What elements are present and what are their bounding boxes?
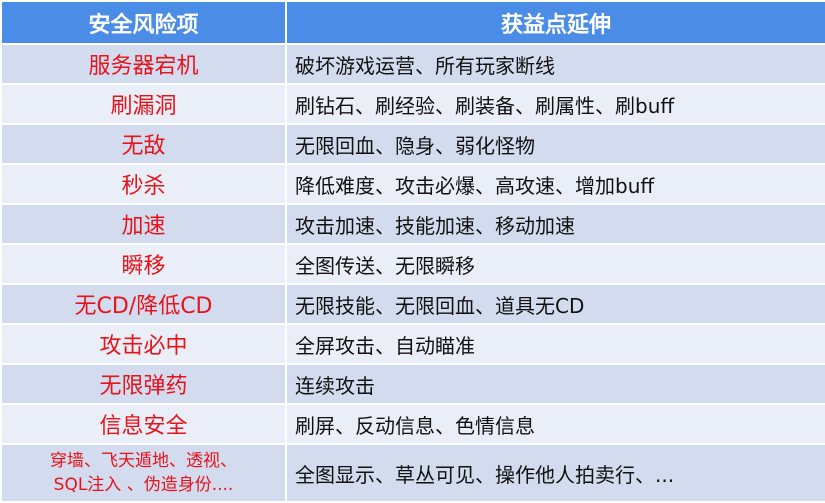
risk-line: 穿墙、飞天遁地、透视、: [50, 451, 237, 471]
risk-cell: 服务器宕机: [0, 43, 287, 85]
header-risk: 安全风险项: [0, 0, 287, 45]
risk-cell: 秒杀: [0, 163, 287, 205]
risk-cell: 穿墙、飞天遁地、透视、 SQL注入 、伪造身份....: [0, 443, 287, 503]
gain-cell: 无限技能、无限回血、道具无CD: [285, 283, 825, 325]
table-row: 无CD/降低CD 无限技能、无限回血、道具无CD: [0, 283, 825, 325]
header-gain: 获益点延伸: [285, 0, 825, 45]
gain-cell: 全屏攻击、自动瞄准: [285, 323, 825, 365]
table-row: 瞬移 全图传送、无限瞬移: [0, 243, 825, 285]
gain-cell: 攻击加速、技能加速、移动加速: [285, 203, 825, 245]
risk-cell: 无限弹药: [0, 363, 287, 405]
table-row: 秒杀 降低难度、攻击必爆、高攻速、增加buff: [0, 163, 825, 205]
gain-cell: 连续攻击: [285, 363, 825, 405]
header-row: 安全风险项 获益点延伸: [0, 0, 825, 45]
risk-cell: 无CD/降低CD: [0, 283, 287, 325]
table-row: 穿墙、飞天遁地、透视、 SQL注入 、伪造身份.... 全图显示、草丛可见、操作他…: [0, 443, 825, 503]
risk-cell: 刷漏洞: [0, 83, 287, 125]
risk-cell: 信息安全: [0, 403, 287, 445]
gain-cell: 降低难度、攻击必爆、高攻速、增加buff: [285, 163, 825, 205]
gain-cell: 刷钻石、刷经验、刷装备、刷属性、刷buff: [285, 83, 825, 125]
risk-line: SQL注入 、伪造身份....: [53, 475, 234, 495]
gain-cell: 破坏游戏运营、所有玩家断线: [285, 43, 825, 85]
gain-cell: 刷屏、反动信息、色情信息: [285, 403, 825, 445]
table-row: 攻击必中 全屏攻击、自动瞄准: [0, 323, 825, 365]
gain-cell: 无限回血、隐身、弱化怪物: [285, 123, 825, 165]
gain-cell: 全图显示、草丛可见、操作他人拍卖行、...: [285, 443, 825, 503]
table-row: 加速 攻击加速、技能加速、移动加速: [0, 203, 825, 245]
risk-cell: 无敌: [0, 123, 287, 165]
table-row: 无限弹药 连续攻击: [0, 363, 825, 405]
risk-cell: 攻击必中: [0, 323, 287, 365]
table-row: 无敌 无限回血、隐身、弱化怪物: [0, 123, 825, 165]
table-row: 刷漏洞 刷钻石、刷经验、刷装备、刷属性、刷buff: [0, 83, 825, 125]
table-row: 信息安全 刷屏、反动信息、色情信息: [0, 403, 825, 445]
risk-cell: 瞬移: [0, 243, 287, 285]
risk-cell: 加速: [0, 203, 287, 245]
table-row: 服务器宕机 破坏游戏运营、所有玩家断线: [0, 43, 825, 85]
gain-cell: 全图传送、无限瞬移: [285, 243, 825, 285]
